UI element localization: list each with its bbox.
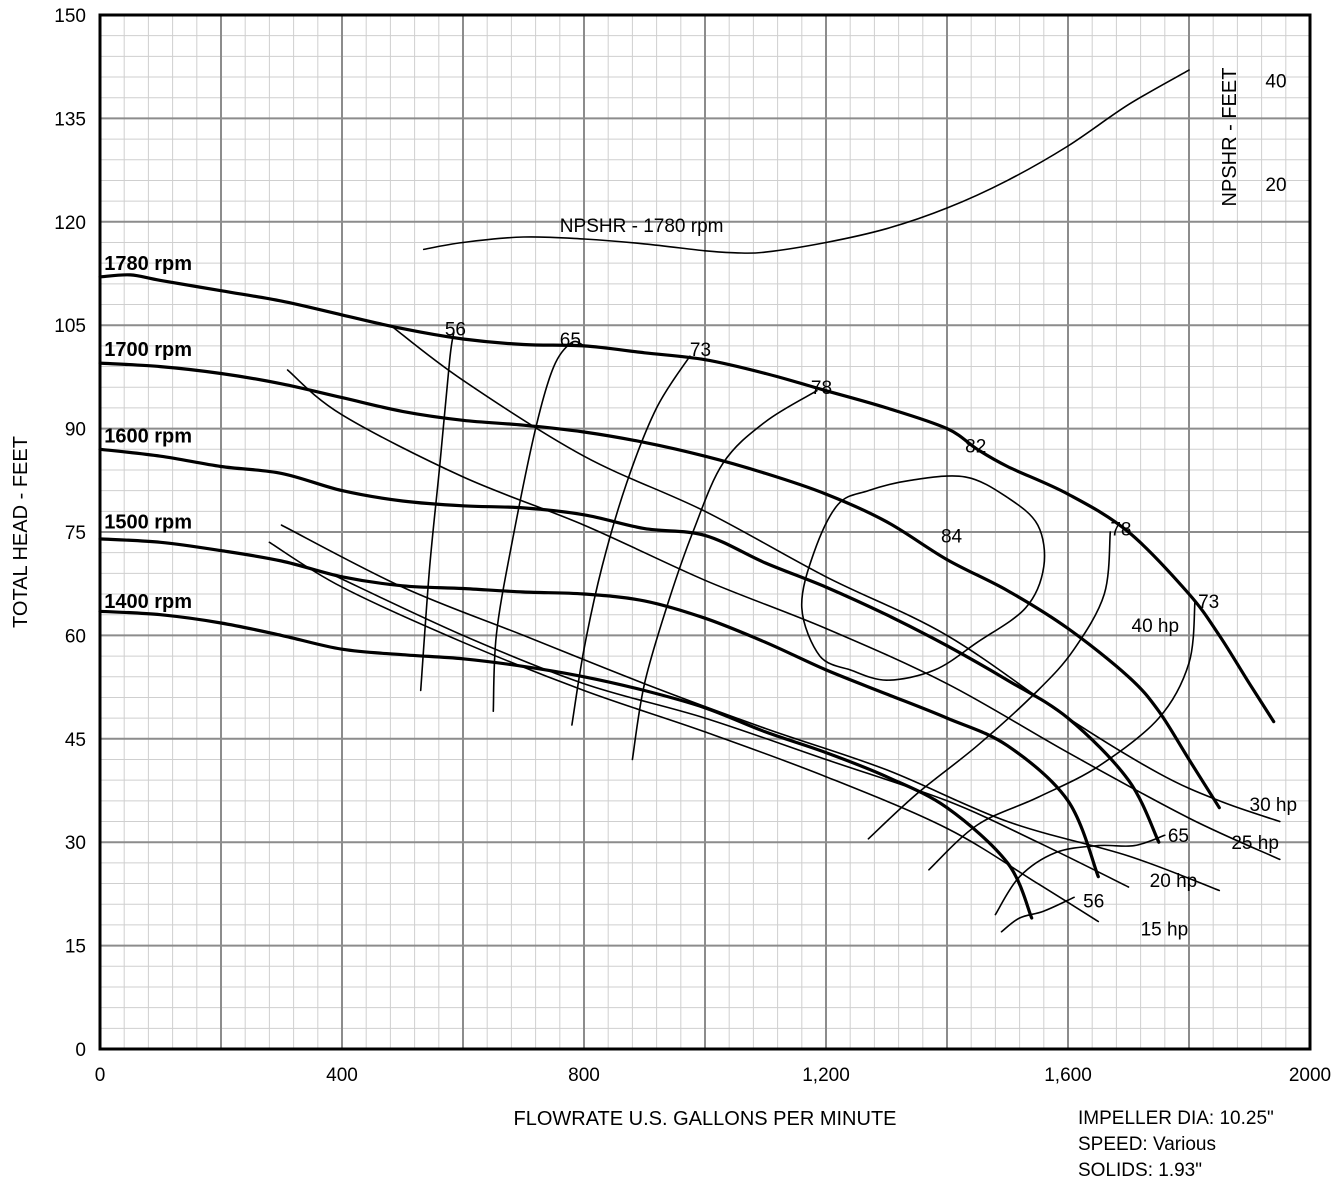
efficiency-label-84: 84: [941, 526, 963, 547]
x-axis-title: FLOWRATE U.S. GALLONS PER MINUTE: [513, 1108, 896, 1130]
speed-curve-1600-rpm: [98, 447, 1161, 844]
y-tick-label: 150: [54, 6, 86, 27]
x-tick-label: 400: [326, 1065, 358, 1086]
speed-label-1500-rpm: 1500 rpm: [104, 512, 192, 534]
y-axis-title: TOTAL HEAD - FEET: [10, 436, 32, 628]
x-tick-label: 1,200: [802, 1065, 850, 1086]
npshr-tick-label: 40: [1265, 71, 1286, 92]
power-curve-25-hp: [280, 524, 1221, 892]
speed-note: SPEED: Various: [1078, 1134, 1216, 1155]
power-curve-30-hp: [286, 369, 1281, 861]
efficiency-curve-65: [492, 340, 585, 712]
y-tick-label: 105: [54, 316, 86, 337]
efficiency-label-73: 73: [690, 340, 711, 361]
x-tick-label: 800: [568, 1065, 600, 1086]
npshr-tick-label: 20: [1265, 175, 1286, 196]
y-tick-label: 0: [75, 1040, 86, 1061]
npshr-tick-labels: 40 20: [1265, 71, 1286, 195]
speed-curve-1700-rpm: [98, 361, 1221, 810]
y-tick-label: 45: [65, 730, 86, 751]
speed-label-1400-rpm: 1400 rpm: [104, 591, 192, 613]
power-label-15-hp: 15 hp: [1141, 919, 1189, 940]
x-tick-label: 1,600: [1044, 1065, 1092, 1086]
solids-note: SOLIDS: 1.93": [1078, 1160, 1202, 1181]
power-curve-20-hp: [329, 572, 1130, 888]
efficiency-label-56: 56: [445, 320, 466, 341]
impeller-note: IMPELLER DIA: 10.25": [1078, 1108, 1274, 1129]
efficiency-curve-65: [994, 834, 1166, 916]
power-label-25-hp: 25 hp: [1231, 833, 1279, 854]
info-block: IMPELLER DIA: 10.25" SPEED: Various SOLI…: [1078, 1108, 1274, 1181]
y-tick-label: 135: [54, 109, 86, 130]
plot-frame: [98, 13, 1312, 1051]
power-curve-40-hp: [389, 324, 1281, 823]
efficiency-label-78: 78: [1110, 519, 1131, 540]
x-tick-label: 0: [95, 1065, 106, 1086]
power-label-40-hp: 40 hp: [1132, 616, 1180, 637]
efficiency-curve-78: [867, 531, 1112, 840]
npshr-label-npshr-1780-rpm: NPSHR - 1780 rpm: [560, 216, 724, 237]
power-curve-15-hp: [268, 541, 1100, 923]
efficiency-label-82: 82: [965, 437, 986, 458]
efficiency-label-65: 65: [560, 330, 581, 351]
y-tick-label: 60: [65, 626, 86, 647]
efficiency-label-65: 65: [1168, 826, 1189, 847]
speed-curve-1780-rpm: [98, 273, 1276, 724]
y-tick-label: 75: [65, 523, 86, 544]
efficiency-label-56: 56: [1083, 892, 1104, 913]
y-tick-label: 120: [54, 213, 86, 234]
y-tick-labels: 0 15 30 45 60 75 90 105 120 135 150: [54, 6, 86, 1061]
y-tick-label: 90: [65, 420, 86, 441]
curves: [98, 69, 1281, 933]
x-tick-label: 2000: [1289, 1065, 1331, 1086]
efficiency-curve-73: [928, 600, 1196, 871]
npshr-axis-title: NPSHR - FEET: [1219, 68, 1241, 207]
speed-label-1600-rpm: 1600 rpm: [104, 425, 192, 447]
efficiency-curve-73: [571, 355, 691, 726]
efficiency-curve-56: [1000, 896, 1075, 933]
efficiency-curve-84: [800, 475, 1046, 681]
power-label-30-hp: 30 hp: [1250, 795, 1298, 816]
efficiency-label-78: 78: [811, 378, 832, 399]
y-tick-label: 15: [65, 937, 86, 958]
npshr-curve-npshr-1780-rpm: [422, 69, 1190, 254]
speed-curve-1500-rpm: [98, 537, 1100, 879]
x-tick-labels: 0 400 800 1,200 1,600 2000: [95, 1065, 1331, 1086]
curve-labels: 1780 rpm 1700 rpm 1600 rpm 1500 rpm 1400 rpm…: [104, 216, 1297, 940]
y-tick-label: 30: [65, 833, 86, 854]
speed-label-1780-rpm: 1780 rpm: [104, 253, 192, 275]
efficiency-label-73: 73: [1198, 592, 1219, 613]
speed-label-1700-rpm: 1700 rpm: [104, 339, 192, 361]
power-label-20-hp: 20 hp: [1150, 871, 1198, 892]
